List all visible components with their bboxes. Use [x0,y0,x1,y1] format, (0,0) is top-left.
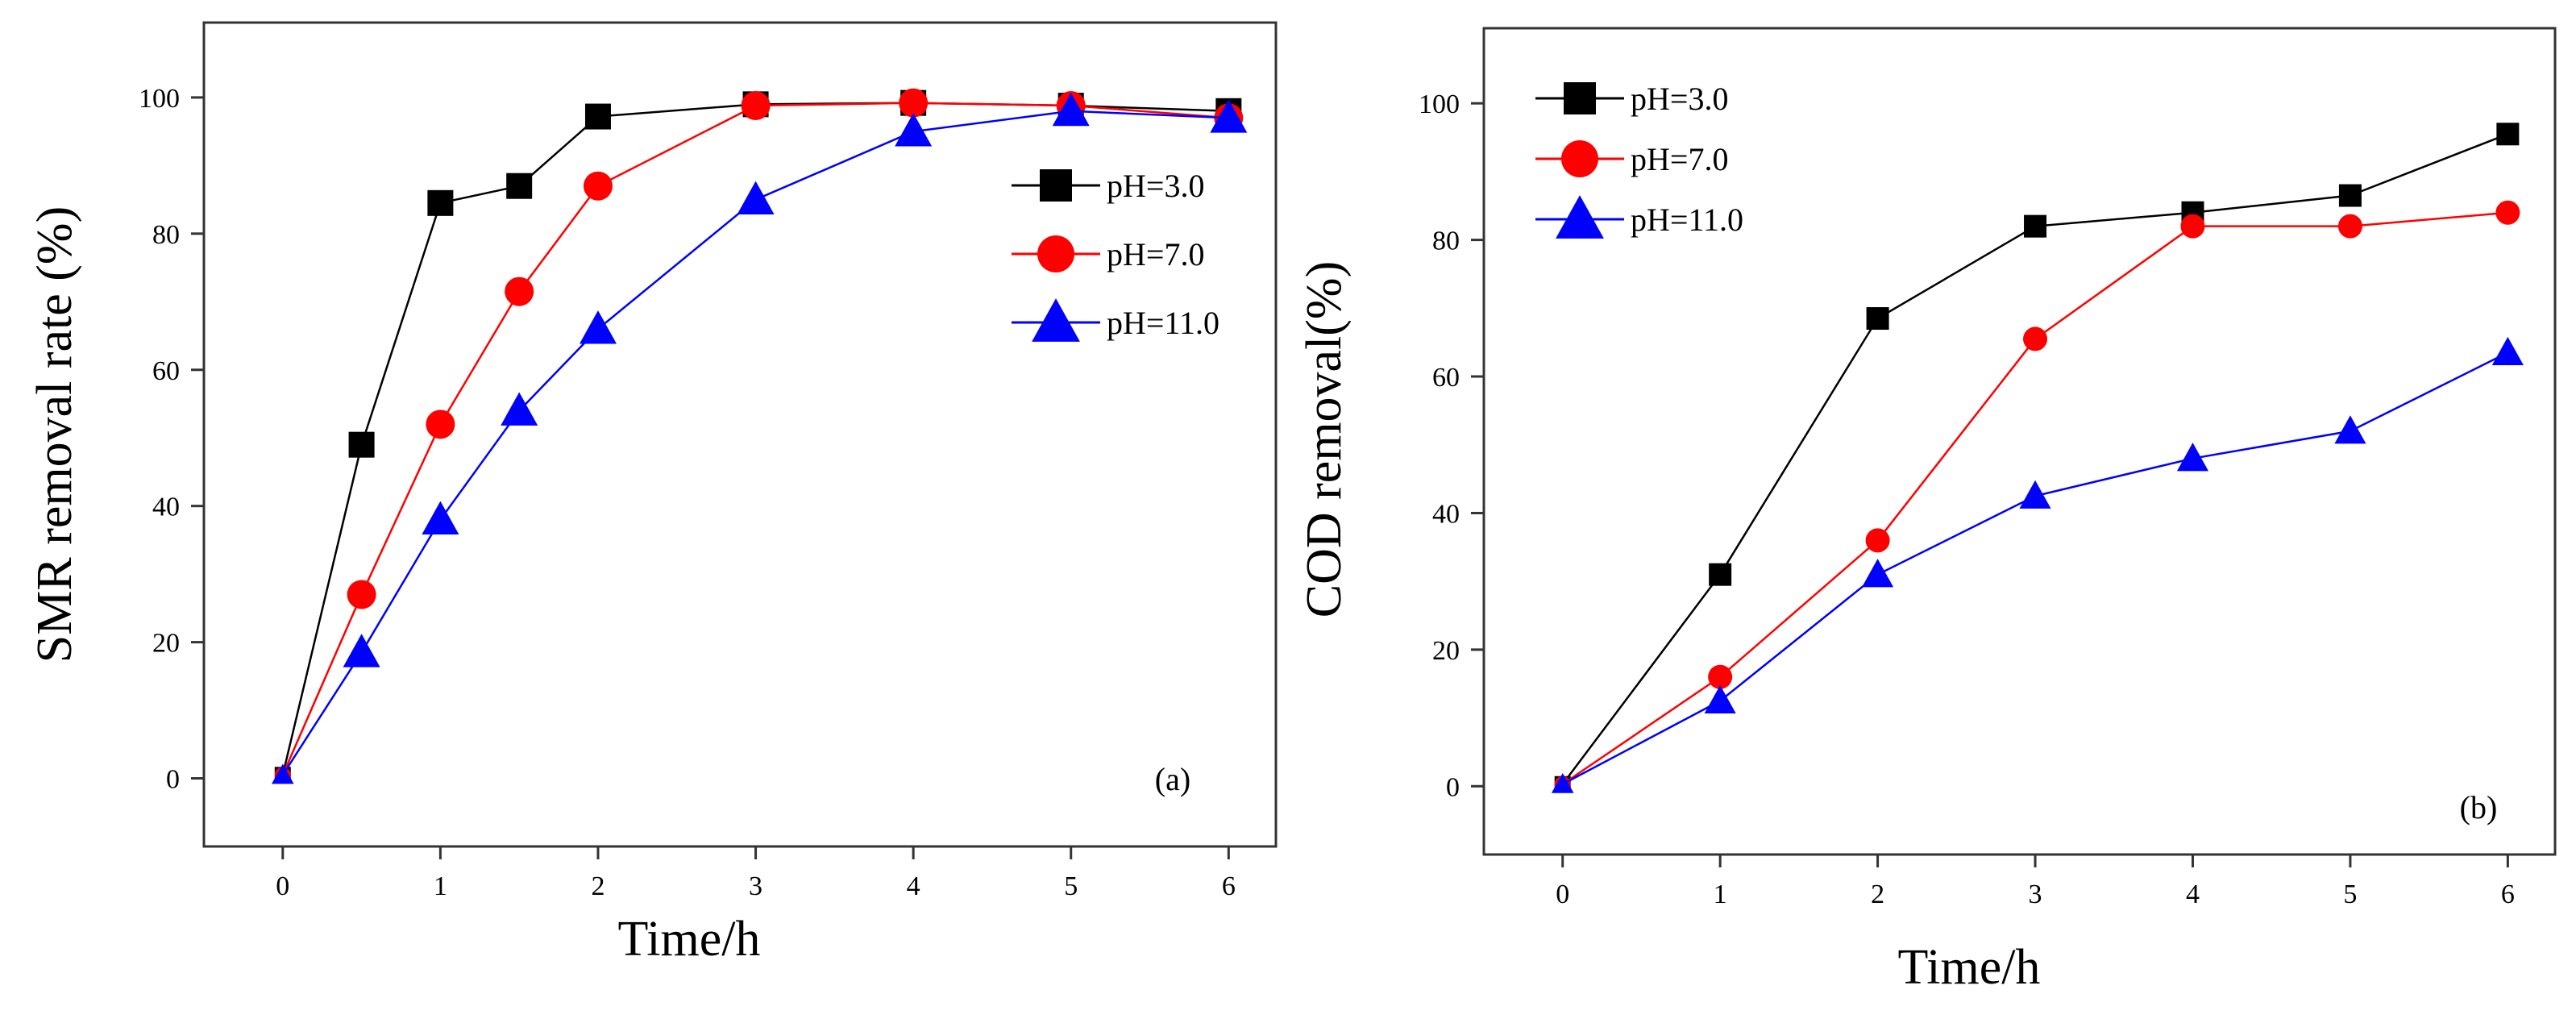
x-tick-label: 6 [1222,871,1236,901]
series-pH=11.0 [271,92,1248,784]
data-point [895,113,933,147]
data-point [505,277,534,306]
panel-label: (b) [2460,789,2498,825]
x-tick-label: 2 [591,871,605,901]
legend-label: pH=3.0 [1107,168,1204,204]
y-tick-label: 100 [139,84,180,114]
y-tick-label: 60 [152,356,180,386]
data-point [1862,559,1894,588]
data-point [426,410,455,439]
data-point [427,189,454,216]
y-tick-label: 40 [1432,499,1460,529]
legend-marker [1037,235,1074,272]
data-point [2338,184,2362,207]
x-tick-label: 4 [907,871,920,901]
y-tick-label: 80 [152,220,180,250]
y-tick-label: 40 [152,493,180,522]
x-tick-label: 3 [2029,880,2042,909]
data-point [271,763,294,784]
legend-label: pH=7.0 [1631,141,1728,177]
data-point [1052,92,1090,127]
y-axis-title: COD removal(%) [1297,261,1352,618]
data-point [2334,415,2366,444]
data-point [2019,480,2051,509]
data-point [2496,123,2520,146]
x-tick-label: 5 [1064,871,1078,901]
data-point [348,431,375,458]
legend-label: pH=3.0 [1631,81,1728,117]
data-point [2024,214,2047,238]
plot-frame [202,21,1278,848]
legend-label: pH=11.0 [1107,305,1219,341]
data-point [2337,214,2362,239]
x-tick-label: 5 [2343,880,2357,909]
x-tick-label: 1 [1714,880,1727,909]
data-point [2023,326,2048,351]
data-point [1210,99,1248,133]
legend-label: pH=11.0 [1631,202,1743,238]
x-tick-label: 4 [2186,880,2200,909]
legend-label: pH=7.0 [1107,236,1204,272]
x-tick-label: 1 [434,871,447,901]
series-pH=7.0 [274,88,1244,784]
data-point [737,181,775,215]
data-point [579,310,617,344]
panel-label: (a) [1155,761,1190,797]
y-axis-title: SMR removal rate (%) [27,206,82,663]
data-point [1709,563,1732,586]
legend-marker [1561,140,1598,177]
plot-frame [1482,27,2557,856]
legend-marker [1564,82,1596,114]
x-tick-label: 3 [749,871,762,901]
y-tick-label: 20 [152,629,180,659]
data-point [347,580,376,609]
x-tick-label: 6 [2501,880,2515,909]
data-point [1865,528,1890,553]
series-pH=7.0 [1554,200,2520,792]
data-point [1704,684,1736,714]
x-tick-label: 2 [1871,880,1884,909]
data-point [2495,200,2520,225]
legend: pH=3.0 pH=7.0 pH=11.0 [1012,168,1219,342]
data-point [2491,336,2524,366]
x-tick-label: 0 [276,871,289,901]
data-point [2180,214,2205,239]
y-tick-label: 0 [166,765,180,795]
data-point [501,392,538,426]
data-point [583,171,613,201]
x-axis-title: Time/h [618,912,761,967]
y-tick-label: 60 [1432,363,1460,393]
legend-marker [1556,195,1604,239]
legend: pH=3.0 pH=7.0 pH=11.0 [1535,81,1743,239]
data-point [506,173,533,199]
x-tick-label: 0 [1556,880,1569,909]
legend-marker [1040,169,1072,202]
data-point [899,88,929,118]
legend-marker [1032,298,1080,342]
y-tick-label: 80 [1432,227,1460,256]
series-pH=11.0 [1551,336,2524,793]
data-point [741,91,771,121]
data-point [422,501,459,534]
data-point [1866,307,1889,331]
data-point [1551,772,1574,793]
data-point [343,634,380,667]
x-axis-title: Time/h [1898,940,2041,995]
y-tick-label: 20 [1432,636,1460,666]
data-point [584,103,611,130]
data-point [2176,443,2209,472]
y-tick-label: 0 [1446,772,1460,802]
y-tick-label: 100 [1419,89,1460,119]
data-point [1708,664,1733,689]
